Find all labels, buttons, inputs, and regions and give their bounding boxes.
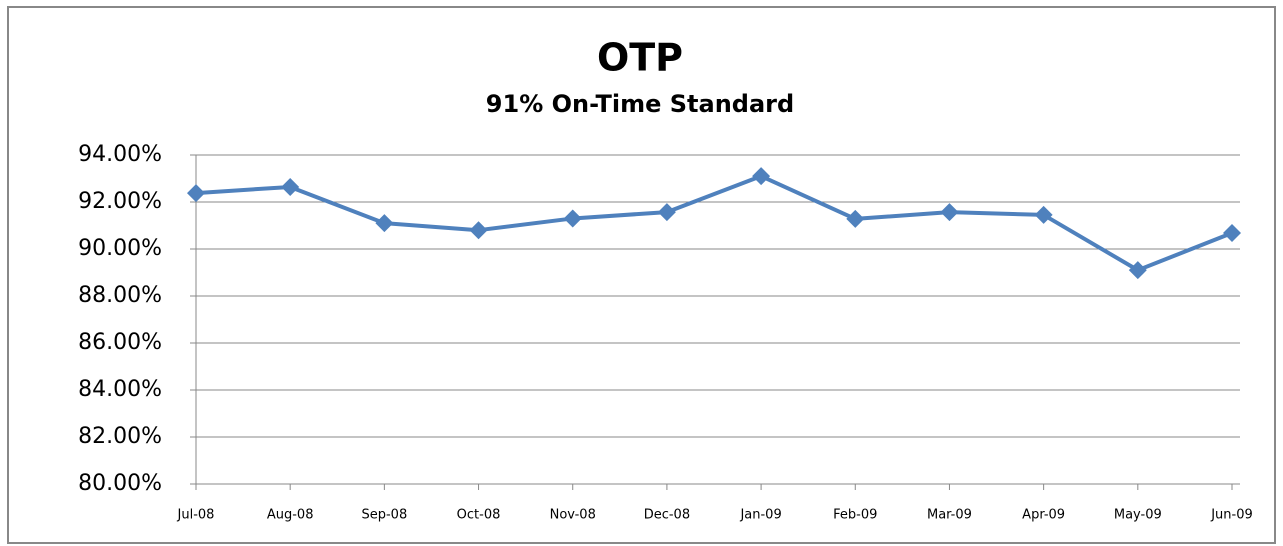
x-tick-label: Jun-09: [1210, 508, 1253, 523]
series-line: [195, 174, 1233, 273]
data-point: [187, 184, 205, 203]
data-point: [281, 177, 300, 196]
x-tick-label: Apr-09: [1022, 508, 1065, 523]
y-tick-label: 84.00%: [78, 377, 162, 402]
data-point: [846, 209, 865, 228]
x-tick-label: Mar-09: [927, 508, 972, 523]
x-tick-label: Feb-09: [833, 508, 877, 523]
x-tick-label: Dec-08: [644, 508, 690, 523]
x-tick-label: Aug-08: [267, 508, 314, 523]
y-tick-label: 92.00%: [78, 189, 162, 214]
data-point: [1223, 224, 1241, 243]
chart-title: OTP: [597, 36, 683, 80]
y-tick-label: 80.00%: [78, 471, 162, 496]
chart-frame: [7, 6, 1276, 544]
data-point: [1034, 205, 1053, 224]
x-tick-label: Oct-08: [457, 508, 501, 523]
y-tick-label: 86.00%: [78, 330, 162, 355]
data-point: [563, 209, 582, 228]
data-point: [375, 214, 394, 233]
x-tick-label: May-09: [1114, 508, 1162, 523]
y-tick-label: 94.00%: [78, 142, 162, 167]
chart-subtitle: 91% On-Time Standard: [486, 90, 794, 118]
y-tick-label: 82.00%: [78, 424, 162, 449]
data-point: [1128, 261, 1147, 280]
x-tick-label: Jan-09: [739, 508, 781, 523]
data-point: [940, 203, 959, 222]
x-tick-label: Nov-08: [550, 508, 596, 523]
x-tick-label: Sep-08: [361, 508, 407, 523]
data-point: [469, 221, 488, 240]
x-tick-label: Jul-08: [177, 508, 215, 523]
y-tick-label: 88.00%: [78, 283, 162, 308]
data-point: [752, 167, 771, 186]
y-tick-label: 90.00%: [78, 236, 162, 261]
data-point: [657, 203, 676, 222]
